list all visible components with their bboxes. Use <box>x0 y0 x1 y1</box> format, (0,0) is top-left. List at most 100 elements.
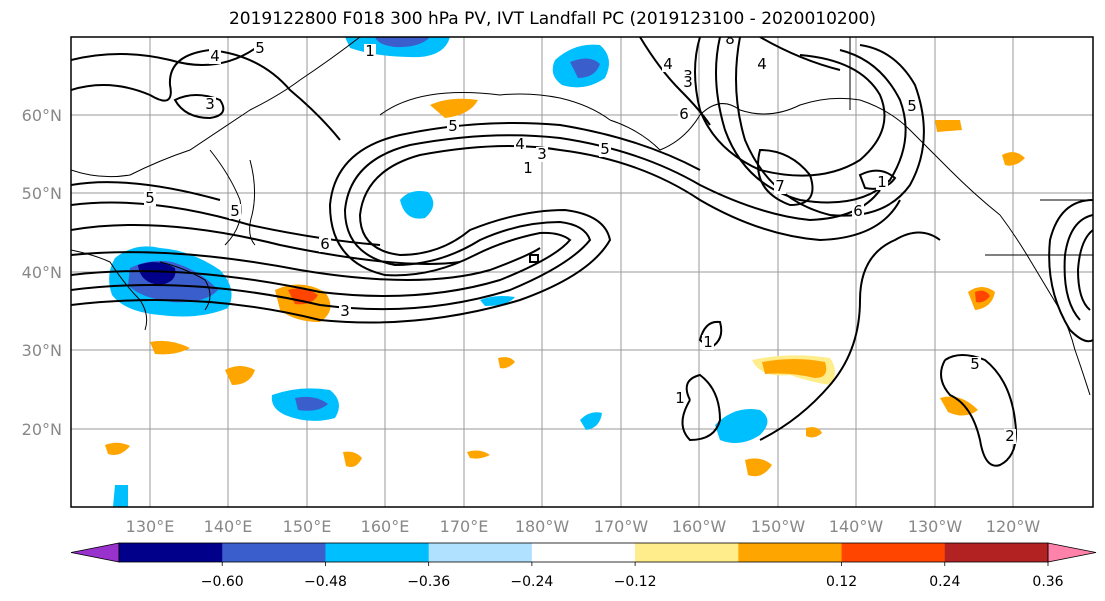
contour-label-bg <box>662 57 674 72</box>
colorbar-tick-label: −0.24 <box>510 574 553 590</box>
contour-labels: 4535143517643653845571631125 <box>144 23 1016 445</box>
contour-label: 5 <box>230 202 240 220</box>
contour-label-bg <box>756 57 768 72</box>
colorbar-tick-label: 0.12 <box>826 574 857 590</box>
contour-label-bg <box>229 204 241 219</box>
lon-label: 150°W <box>751 517 806 536</box>
colorbar-bin <box>531 543 636 562</box>
contour-label-bg <box>876 175 888 190</box>
pv-anomaly-positive-10 <box>343 451 362 467</box>
contour-label: 3 <box>683 73 693 91</box>
contour-label: 5 <box>970 355 980 373</box>
pv-anomaly-south-3 <box>580 412 602 430</box>
contour-label-bg <box>364 44 376 59</box>
pv-anomaly-positive-13 <box>498 357 515 369</box>
colorbar-tick-label: 0.36 <box>1032 574 1063 590</box>
colorbar <box>70 542 1097 563</box>
contour-label: 6 <box>320 235 330 253</box>
contour-label: 3 <box>340 302 350 320</box>
colorbar-tick-labels: −0.60−0.48−0.36−0.24−0.120.120.240.360.4… <box>201 562 1064 590</box>
colorbar-bin <box>428 543 533 562</box>
contour-label-bg <box>906 99 918 114</box>
pv-anomaly-north-2-core <box>570 58 600 78</box>
contour-label: 5 <box>448 117 458 135</box>
pv-shading <box>105 37 1025 507</box>
contour-label-bg <box>702 335 714 350</box>
contour-label-bg <box>599 142 611 157</box>
contour-label-bg <box>969 357 981 372</box>
contour-label: 1 <box>523 159 533 177</box>
colorbar-bin <box>222 543 326 562</box>
contour-label: 4 <box>757 55 767 73</box>
lat-label: 20°N <box>22 420 62 439</box>
lat-label: 40°N <box>22 263 62 282</box>
contour-label-bg <box>204 97 216 112</box>
pv-anomaly-positive-8 <box>935 120 962 132</box>
lon-label: 120°W <box>986 517 1041 536</box>
lon-label: 160°E <box>361 517 410 536</box>
lon-label: 170°E <box>440 517 489 536</box>
contour-label-bg <box>319 237 331 252</box>
contour-label-bg <box>144 191 156 206</box>
map-border <box>70 36 1094 508</box>
colorbar-tick-label: −0.60 <box>201 574 244 590</box>
contour-label: 7 <box>747 23 757 41</box>
contour-label: 3 <box>205 95 215 113</box>
colorbar-bin <box>944 543 1049 562</box>
contour-label: 5 <box>907 97 917 115</box>
pv-anomaly-mid-1 <box>400 191 434 219</box>
contour-label: 6 <box>853 202 863 220</box>
contour-label: 4 <box>663 55 673 73</box>
contour-label: 4 <box>210 47 220 65</box>
contour-label-bg <box>514 137 526 152</box>
contour-label-bg <box>447 119 459 134</box>
lon-label: 180°W <box>515 517 570 536</box>
contour-label: 5 <box>255 39 265 57</box>
colorbar-bin <box>119 543 223 562</box>
colorbar-tick-label: 0.24 <box>929 574 960 590</box>
longitude-labels: 130°E 140°E 150°E 160°E 170°E 180°W 170°W 160°W… <box>126 517 1041 536</box>
contour-label-bg <box>774 179 786 194</box>
pv-anomaly-positive-4 <box>430 98 478 118</box>
colorbar-over-arrow <box>1047 542 1097 563</box>
contour-label: 1 <box>877 173 887 191</box>
contour-label: 6 <box>679 105 689 123</box>
colorbar-bin <box>841 543 946 562</box>
pv-anomaly-positive-5-core <box>762 359 827 378</box>
contour-label: 1 <box>703 333 713 351</box>
contour-label: 7 <box>775 177 785 195</box>
pv-anomaly-positive-11 <box>745 458 772 477</box>
pv-anomaly-positive-6-core <box>975 290 990 303</box>
contour-label: 3 <box>537 145 547 163</box>
colorbar-bin <box>325 543 430 562</box>
pv-anomaly-positive-12 <box>105 442 130 455</box>
pv-anomaly-mid-2 <box>480 296 515 306</box>
colorbar-frame <box>118 542 1049 563</box>
pv-anomaly-north-1-core <box>375 37 430 48</box>
pv-anomaly-south-1-core <box>295 396 328 411</box>
pv-anomaly-positive-15 <box>467 450 490 459</box>
pv-contours <box>71 37 1093 467</box>
contour-label-bg <box>536 147 548 162</box>
pv-anomaly-positive-2 <box>150 340 190 355</box>
lat-label: 60°N <box>22 106 62 125</box>
lon-label: 140°W <box>829 517 884 536</box>
colorbar-bin <box>635 543 739 562</box>
map-title: 2019122800 F018 300 hPa PV, IVT Landfall… <box>228 9 876 29</box>
contour-label: 5 <box>600 140 610 158</box>
contour-label-bg <box>852 204 864 219</box>
contour-label-bg <box>209 49 221 64</box>
pv-anomaly-south-4 <box>113 485 128 507</box>
contour-label: 1 <box>365 42 375 60</box>
lat-label: 50°N <box>22 184 62 203</box>
contour-label-bg <box>724 37 736 47</box>
colorbar-under-arrow <box>70 542 120 563</box>
contour-label-bg <box>522 161 534 176</box>
colorbar-tick-label: −0.12 <box>614 574 657 590</box>
contour-label: 4 <box>515 135 525 153</box>
lon-label: 140°E <box>204 517 253 536</box>
colorbar-tick-label: −0.48 <box>304 574 347 590</box>
lon-label: 130°E <box>126 517 175 536</box>
contour-label-bg <box>682 75 694 90</box>
